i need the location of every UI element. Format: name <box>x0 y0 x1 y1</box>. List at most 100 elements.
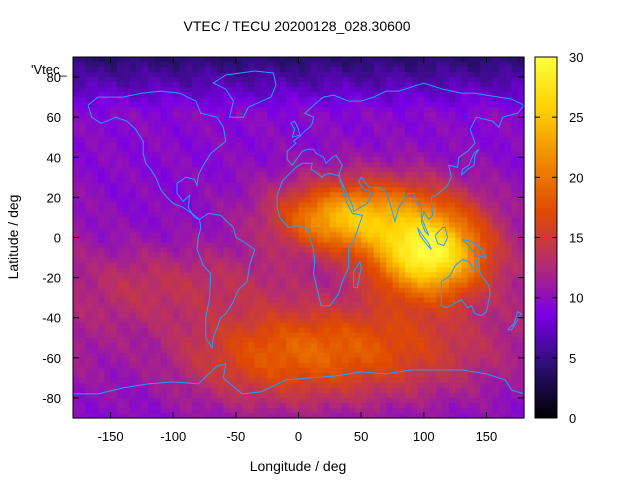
heatmap-cell <box>204 162 212 168</box>
heatmap-cell <box>229 392 237 399</box>
heatmap-cell <box>486 212 494 219</box>
heatmap-cell <box>91 317 99 324</box>
heatmap-cell <box>304 167 312 173</box>
heatmap-cell <box>285 317 293 324</box>
heatmap-cell <box>135 117 143 123</box>
heatmap-cell <box>254 262 262 269</box>
heatmap-cell <box>110 142 118 148</box>
heatmap-cell <box>373 342 381 349</box>
heatmap-cell <box>248 102 256 108</box>
heatmap-cell <box>361 157 368 163</box>
heatmap-cell <box>179 107 187 113</box>
heatmap-cell <box>248 297 256 304</box>
heatmap-cell <box>198 67 206 73</box>
heatmap-cell <box>379 117 387 123</box>
heatmap-cell <box>210 82 218 88</box>
heatmap-cell <box>279 112 287 118</box>
heatmap-cell <box>511 312 519 319</box>
heatmap-cell <box>254 227 262 234</box>
heatmap-cell <box>192 97 199 103</box>
heatmap-cell <box>442 262 450 269</box>
heatmap-cell <box>354 327 362 334</box>
heatmap-cell <box>436 87 444 93</box>
heatmap-cell <box>204 317 212 324</box>
heatmap-cell <box>91 392 99 399</box>
heatmap-cell <box>498 367 506 374</box>
heatmap-cell <box>104 172 112 178</box>
heatmap-cell <box>85 312 93 319</box>
heatmap-cell <box>185 332 193 339</box>
heatmap-cell <box>467 132 475 138</box>
heatmap-cell <box>285 137 293 143</box>
heatmap-cell <box>317 57 325 63</box>
heatmap-cell <box>511 167 519 173</box>
heatmap-cell <box>79 77 87 83</box>
heatmap-cell <box>379 242 387 249</box>
heatmap-cell <box>448 397 456 404</box>
heatmap-cell <box>373 162 381 168</box>
heatmap-cell <box>505 282 513 289</box>
heatmap-cell <box>430 107 437 113</box>
heatmap-cell <box>260 112 268 118</box>
heatmap-cell <box>179 167 187 173</box>
heatmap-cell <box>392 192 400 198</box>
heatmap-cell <box>361 237 368 244</box>
heatmap-cell <box>260 57 268 63</box>
heatmap-cell <box>317 207 325 214</box>
heatmap-cell <box>141 117 149 123</box>
heatmap-cell <box>411 292 419 299</box>
heatmap-cell <box>354 117 362 123</box>
heatmap-cell <box>110 57 118 63</box>
heatmap-cell <box>448 122 456 128</box>
heatmap-cell <box>254 347 262 354</box>
heatmap-cell <box>323 297 331 304</box>
heatmap-cell <box>242 362 249 369</box>
heatmap-cell <box>85 402 93 409</box>
heatmap-cell <box>517 242 525 249</box>
heatmap-cell <box>505 372 513 379</box>
heatmap-cell <box>473 362 481 369</box>
heatmap-cell <box>336 207 343 214</box>
heatmap-cell <box>173 72 181 78</box>
heatmap-cell <box>498 192 506 198</box>
heatmap-cell <box>242 352 249 359</box>
heatmap-cell <box>135 102 143 108</box>
heatmap-cell <box>392 152 400 158</box>
heatmap-cell <box>242 282 249 289</box>
heatmap-cell <box>473 72 481 78</box>
heatmap-cell <box>492 87 500 93</box>
heatmap-cell <box>511 102 519 108</box>
heatmap-cell <box>123 257 130 264</box>
heatmap-cell <box>148 297 156 304</box>
heatmap-cell <box>386 357 394 364</box>
heatmap-cell <box>398 142 406 148</box>
heatmap-cell <box>473 217 481 224</box>
heatmap-cell <box>204 372 212 379</box>
heatmap-cell <box>430 137 437 143</box>
heatmap-cell <box>486 137 494 143</box>
heatmap-cell <box>173 237 181 244</box>
heatmap-cell <box>198 172 206 178</box>
heatmap-cell <box>204 312 212 319</box>
heatmap-cell <box>348 127 356 133</box>
heatmap-cell <box>311 167 318 173</box>
heatmap-cell <box>198 292 206 299</box>
heatmap-cell <box>235 297 243 304</box>
heatmap-cell <box>392 67 400 73</box>
heatmap-cell <box>473 212 481 219</box>
heatmap-cell <box>198 217 206 224</box>
heatmap-cell <box>279 397 287 404</box>
heatmap-cell <box>373 282 381 289</box>
heatmap-cell <box>386 157 394 163</box>
heatmap-cell <box>235 307 243 314</box>
heatmap-cell <box>505 77 513 83</box>
heatmap-cell <box>311 132 318 138</box>
heatmap-cell <box>148 287 156 294</box>
heatmap-cell <box>185 132 193 138</box>
heatmap-cell <box>461 232 469 239</box>
heatmap-cell <box>98 122 105 128</box>
heatmap-cell <box>448 367 456 374</box>
heatmap-cell <box>217 372 224 379</box>
heatmap-cell <box>392 87 400 93</box>
heatmap-cell <box>91 67 99 73</box>
